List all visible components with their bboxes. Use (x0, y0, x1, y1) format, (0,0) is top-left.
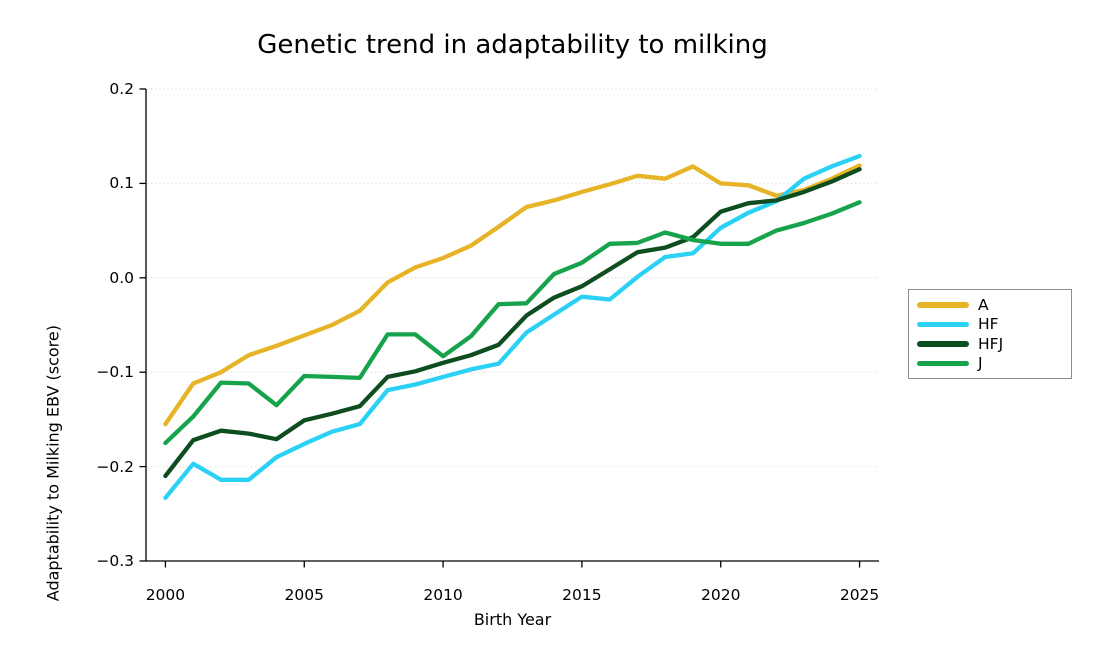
axes-spines (145, 89, 879, 562)
x-tick-label: 2000 (145, 586, 186, 604)
x-tick-label: 2025 (839, 586, 880, 604)
x-axis-label: Birth Year (473, 610, 552, 629)
data-series-lines (163, 153, 862, 500)
x-tick-label: 2010 (423, 586, 463, 604)
legend-label: J (978, 354, 983, 373)
y-tick-label: 0.0 (109, 268, 134, 287)
series-line-A (163, 163, 862, 427)
y-tick-label: 0.1 (109, 174, 134, 193)
legend-item-HF: HF (917, 316, 1063, 332)
tick-marks (139, 88, 861, 568)
x-tick-label: 2015 (562, 586, 602, 604)
legend-label: HFJ (978, 334, 1004, 353)
legend-item-A: A (917, 297, 1063, 313)
y-tick-label: −0.1 (96, 363, 134, 382)
legend-swatch-HF (917, 321, 969, 327)
legend-swatch-J (917, 360, 969, 366)
legend-item-J: J (917, 355, 1063, 371)
legend-label: A (978, 295, 989, 314)
x-tick-label: 2005 (284, 586, 324, 604)
legend-label: HF (978, 315, 999, 334)
y-tick-label: −0.2 (96, 457, 134, 476)
y-tick-label: −0.3 (96, 552, 134, 570)
series-line-HFJ (163, 167, 862, 479)
chart-title: Genetic trend in adaptability to milking (257, 30, 768, 60)
series-line-J (163, 200, 862, 446)
legend-swatch-A (917, 302, 969, 308)
series-line-HF (163, 153, 862, 500)
legend-item-HFJ: HFJ (917, 336, 1063, 352)
legend: A HF HFJ J (908, 289, 1072, 379)
legend-swatch-HFJ (917, 341, 969, 347)
x-tick-label: 2020 (701, 586, 741, 604)
y-tick-label: 0.2 (109, 80, 134, 98)
gridlines (147, 88, 879, 468)
